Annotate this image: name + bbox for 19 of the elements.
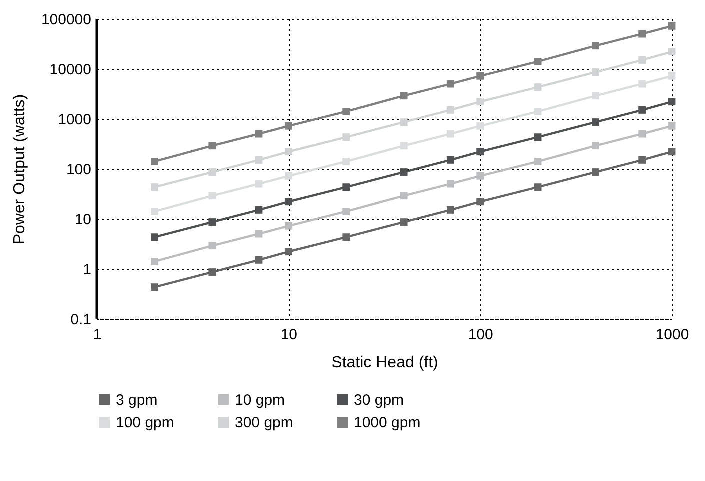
x-axis-title: Static Head (ft) <box>332 354 438 372</box>
legend-label: 1000 gpm <box>354 414 421 432</box>
y-tick-label: 10000 <box>50 62 92 78</box>
legend-label: 100 gpm <box>116 414 174 432</box>
x-tick-label: 100 <box>468 326 494 344</box>
y-tick-label: 1 <box>83 262 92 278</box>
legend-label: 10 gpm <box>235 392 286 409</box>
y-tick-label: 0.1 <box>70 312 92 328</box>
x-tick-label: 10 <box>280 326 298 344</box>
legend-label: 300 gpm <box>235 414 294 432</box>
x-tick-label: 1 <box>93 326 102 344</box>
y-tick-label: 1000 <box>58 112 92 128</box>
y-axis-title: Power Output (watts) <box>11 94 28 245</box>
y-tick-label: 100 <box>66 162 92 178</box>
legend-label: 3 gpm <box>116 392 158 409</box>
legend-label: 30 gpm <box>354 392 404 409</box>
y-tick-label: 10 <box>74 212 92 228</box>
x-tick-label: 1000 <box>656 326 690 344</box>
y-tick-label: 100000 <box>41 12 92 28</box>
